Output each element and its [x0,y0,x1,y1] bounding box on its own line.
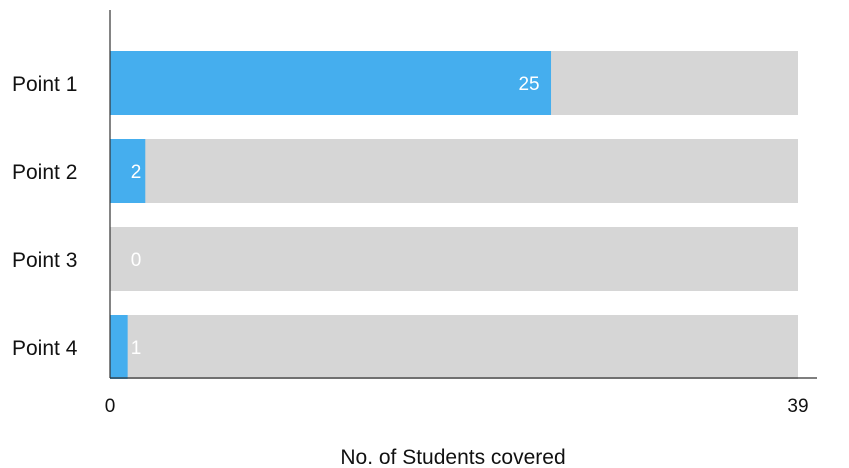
data-label-point-1: 25 [518,74,539,95]
data-label-point-2: 2 [131,162,142,183]
category-label-point-4: Point 4 [12,337,78,360]
data-label-point-4: 1 [131,338,142,359]
x-tick-label-group: 0 39 [105,396,809,417]
bar-point-4 [110,315,128,379]
data-label-point-3: 0 [131,250,142,271]
bar-track-point-2 [110,139,798,203]
data-label-group: 25 2 0 1 [131,74,540,359]
category-label-point-2: Point 2 [12,161,77,184]
bar-point-1 [110,51,552,115]
x-tick-label-min: 0 [105,396,116,417]
x-axis-title: No. of Students covered [340,446,565,468]
bar-group [110,51,552,379]
bar-track-point-3 [110,227,798,291]
bar-track-point-4 [110,315,798,379]
bar-point-2 [110,139,146,203]
category-label-point-1: Point 1 [12,73,77,96]
x-tick-label-max: 39 [787,396,808,417]
category-label-group: Point 1 Point 2 Point 3 Point 4 [12,73,78,360]
category-label-point-3: Point 3 [12,249,77,272]
